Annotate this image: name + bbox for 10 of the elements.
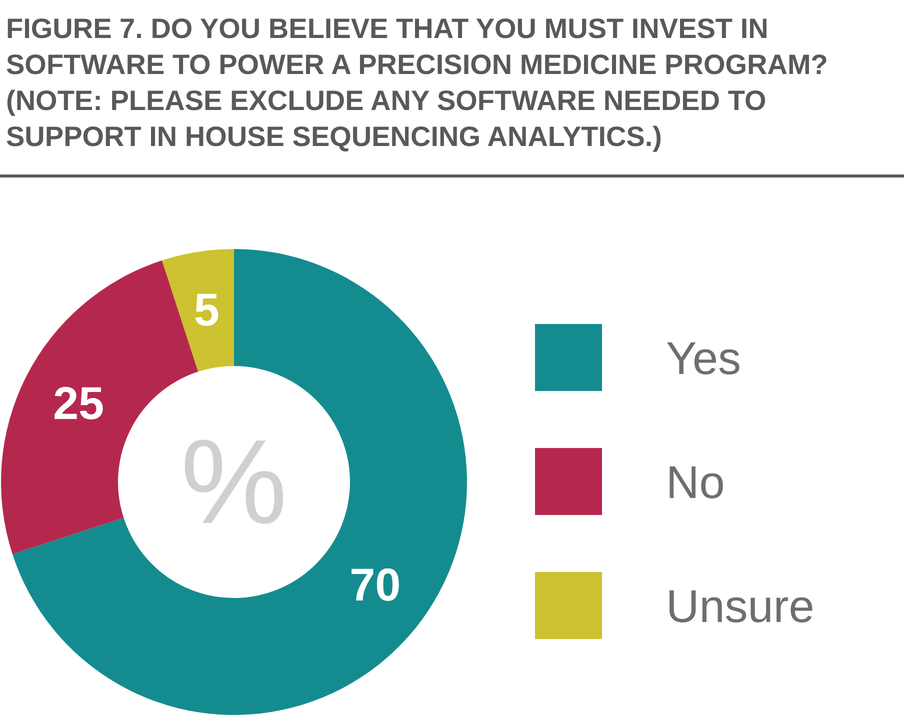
data-label: 70 [350,558,401,611]
donut-slice [12,249,467,715]
legend-label: Yes [666,332,742,384]
legend-label: Unsure [666,580,814,632]
data-label: 25 [52,376,104,429]
legend-label: No [666,456,725,508]
donut-slice [162,249,234,372]
text: % [180,415,288,549]
data-label: 5 [194,284,220,336]
chart-title: FIGURE 7. DO YOU BELIEVE THAT YOU MUST INVEST IN SOFTWARE TO POWER A PRECISION MEDICINE PROGRAM? (NOTE: PLEASE EXCLUDE ANY SOFTWARE NEEDED TO SUPPORT IN HOUSE SEQUENCING ANALYTICS.) [6,13,828,152]
